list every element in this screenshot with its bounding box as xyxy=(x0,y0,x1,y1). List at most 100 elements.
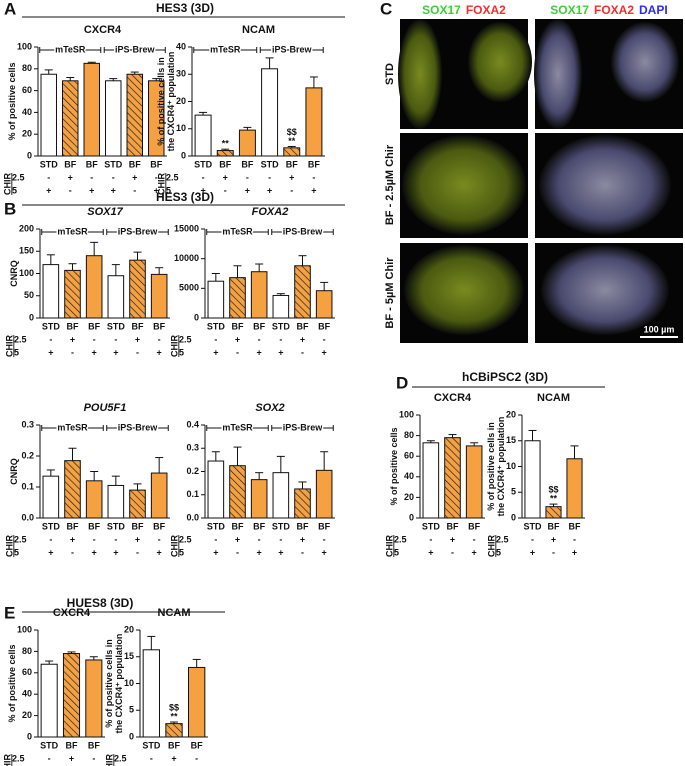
chir-sign: + xyxy=(69,753,74,763)
chir-sign: + xyxy=(157,347,162,357)
chir-dose: 5 xyxy=(179,347,184,357)
x-tick-label: BF xyxy=(67,321,79,331)
chart-title: CXCR4 xyxy=(84,24,122,36)
x-tick-label: STD xyxy=(40,740,59,750)
x-tick-label: BF xyxy=(153,521,165,531)
image-row-label: STD xyxy=(384,63,396,85)
significance-label: ** xyxy=(550,493,558,503)
bar xyxy=(142,649,160,738)
panel-letter: C xyxy=(380,0,392,18)
chir-dose: 2.5 xyxy=(166,172,179,182)
panel-title: hCBiPSC2 (3D) xyxy=(462,370,548,384)
x-tick-label: BF xyxy=(253,321,265,331)
x-tick-label: BF xyxy=(88,740,100,750)
bar xyxy=(250,271,268,319)
chir-sign: - xyxy=(236,547,239,557)
y-tick-label: 40 xyxy=(404,471,414,481)
chir-sign: + xyxy=(70,334,75,344)
bar xyxy=(64,460,81,519)
micrograph-cells xyxy=(541,245,669,335)
y-tick-label: 10000 xyxy=(174,253,199,263)
significance-label: $$ xyxy=(169,702,179,712)
x-tick-label: BF xyxy=(308,159,320,169)
chir-sign: - xyxy=(290,185,293,195)
chir-sign: + xyxy=(572,547,577,557)
chir-dose: 5 xyxy=(12,185,17,195)
chir-label: CHIR xyxy=(384,535,394,557)
y-tick-label: 15 xyxy=(124,651,134,661)
chir-dose: 5 xyxy=(394,547,399,557)
chir-sign: - xyxy=(531,534,534,544)
group-label: iPS-Brew xyxy=(283,422,324,432)
chir-sign: - xyxy=(224,185,227,195)
chir-sign: - xyxy=(133,185,136,195)
chir-dose: 2.5 xyxy=(114,753,127,763)
bar xyxy=(42,264,60,319)
chir-dose: 2.5 xyxy=(14,534,27,544)
chir-sign: + xyxy=(223,172,228,182)
chir-sign: + xyxy=(113,547,118,557)
chir-label: CHIR xyxy=(104,754,114,766)
group-label: iPS-Brew xyxy=(272,44,313,54)
chir-sign: + xyxy=(70,534,75,544)
chir-sign: - xyxy=(258,334,261,344)
chir-sign: - xyxy=(93,334,96,344)
panel-title: HES3 (3D) xyxy=(156,190,214,204)
y-axis-label: the CXCR4⁺ population xyxy=(496,417,506,517)
chir-sign: - xyxy=(301,547,304,557)
bar xyxy=(229,465,246,519)
y-tick-label: 80 xyxy=(22,646,32,656)
chir-sign: + xyxy=(278,547,283,557)
chir-sign: - xyxy=(92,753,95,763)
y-tick-label: 100 xyxy=(17,624,32,634)
significance-label: ** xyxy=(288,136,296,146)
chart-title: POU5F1 xyxy=(84,402,127,414)
chir-sign: + xyxy=(135,534,140,544)
chir-sign: + xyxy=(171,753,176,763)
chir-sign: + xyxy=(300,534,305,544)
micrograph-cells xyxy=(404,245,524,335)
y-axis-label: % of positive cells in xyxy=(486,422,496,511)
x-tick-label: STD xyxy=(207,521,226,531)
micrograph-cells xyxy=(402,135,526,235)
chir-dose: 5 xyxy=(166,185,171,195)
micrograph-cells xyxy=(398,19,442,129)
y-tick-label: 0 xyxy=(409,512,414,522)
chir-sign: + xyxy=(213,347,218,357)
y-tick-label: 0.2 xyxy=(186,466,199,476)
chir-label: CHIR xyxy=(169,535,179,557)
x-tick-label: STD xyxy=(107,521,126,531)
chir-dose: 5 xyxy=(496,547,501,557)
x-tick-label: BF xyxy=(318,521,330,531)
group-label: iPS-Brew xyxy=(283,226,324,236)
y-tick-label: 50 xyxy=(24,290,34,300)
x-tick-label: BF xyxy=(150,159,162,169)
x-tick-label: BF xyxy=(468,521,480,531)
chir-sign: - xyxy=(573,534,576,544)
x-tick-label: BF xyxy=(86,159,98,169)
chir-label: CHIR xyxy=(4,335,14,357)
chir-sign: + xyxy=(89,185,94,195)
y-tick-label: 0.2 xyxy=(21,450,34,460)
chir-sign: - xyxy=(158,334,161,344)
bar xyxy=(207,280,225,319)
bar xyxy=(105,80,122,157)
y-tick-label: 0 xyxy=(511,512,516,522)
y-tick-label: 0 xyxy=(27,731,32,741)
chir-sign: + xyxy=(46,185,51,195)
chir-sign: - xyxy=(155,172,158,182)
x-tick-label: BF xyxy=(253,521,265,531)
chir-dose: 2.5 xyxy=(496,534,509,544)
channel: SOX17 xyxy=(422,3,461,17)
chir-sign: - xyxy=(93,534,96,544)
bar xyxy=(465,445,483,519)
y-tick-label: 5 xyxy=(129,705,134,715)
bar xyxy=(42,475,60,519)
chir-sign: - xyxy=(246,172,249,182)
channel: FOXA2 xyxy=(466,3,506,17)
y-tick-label: 0 xyxy=(27,150,32,160)
x-tick-label: BF xyxy=(548,521,560,531)
chir-sign: - xyxy=(323,334,326,344)
x-tick-label: STD xyxy=(107,321,126,331)
x-tick-label: STD xyxy=(42,521,61,531)
